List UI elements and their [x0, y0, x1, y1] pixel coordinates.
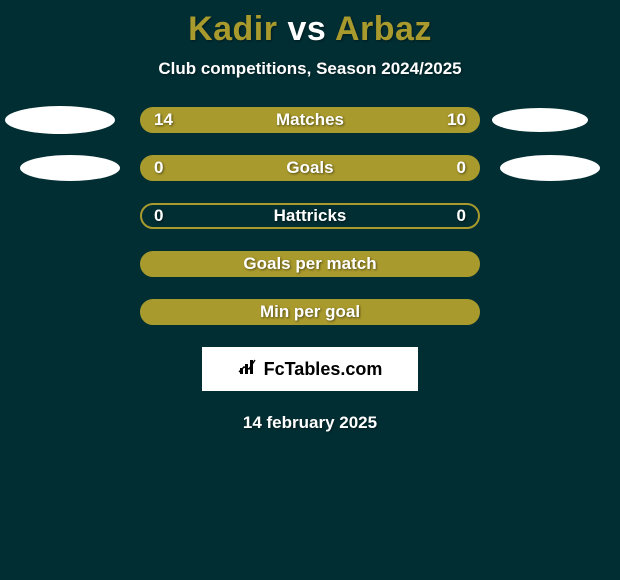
stat-left-value: 14 [154, 110, 173, 130]
stat-row: Goals per match [0, 251, 620, 277]
stat-pill: 0 Goals 0 [140, 155, 480, 181]
bar-chart-icon [238, 358, 260, 381]
left-ellipse [20, 155, 120, 181]
page-title: Kadir vs Arbaz [0, 0, 620, 49]
stat-right-value: 0 [457, 158, 466, 178]
stat-row: Min per goal [0, 299, 620, 325]
stat-left-value: 0 [154, 158, 163, 178]
stat-pill: Goals per match [140, 251, 480, 277]
stat-pill: 0 Hattricks 0 [140, 203, 480, 229]
stat-pill: 14 Matches 10 [140, 107, 480, 133]
date-text: 14 february 2025 [0, 413, 620, 433]
stat-right-value: 10 [447, 110, 466, 130]
right-ellipse [500, 155, 600, 181]
stat-row: 0 Hattricks 0 [0, 203, 620, 229]
player2-name: Arbaz [335, 10, 432, 48]
brand-text: FcTables.com [264, 359, 383, 380]
stat-label: Goals per match [243, 254, 376, 274]
vs-text: vs [287, 10, 326, 48]
stat-label: Matches [276, 110, 344, 130]
stat-right-value: 0 [457, 206, 466, 226]
stat-label: Goals [286, 158, 333, 178]
stat-label: Hattricks [274, 206, 347, 226]
right-ellipse [492, 108, 588, 132]
stat-label: Min per goal [260, 302, 360, 322]
stat-row: 14 Matches 10 [0, 107, 620, 133]
stat-rows: 14 Matches 10 0 Goals 0 0 Hattricks 0 Goals per m… [0, 107, 620, 325]
stat-row: 0 Goals 0 [0, 155, 620, 181]
stat-left-value: 0 [154, 206, 163, 226]
stat-pill: Min per goal [140, 299, 480, 325]
player1-name: Kadir [188, 10, 277, 48]
brand-box: FcTables.com [202, 347, 418, 391]
left-ellipse [5, 106, 115, 134]
subtitle: Club competitions, Season 2024/2025 [0, 59, 620, 79]
